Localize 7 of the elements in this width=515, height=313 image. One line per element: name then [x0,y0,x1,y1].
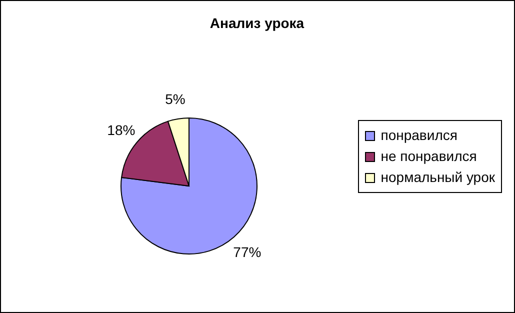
data-label: 5% [165,91,186,108]
legend-label: нормальный урок [380,168,495,187]
data-label: 18% [107,122,136,138]
legend-label: не понравился [380,147,477,166]
legend-label: понравился [380,126,458,145]
data-label: 77% [233,244,262,260]
chart-title: Анализ урока [210,15,304,31]
